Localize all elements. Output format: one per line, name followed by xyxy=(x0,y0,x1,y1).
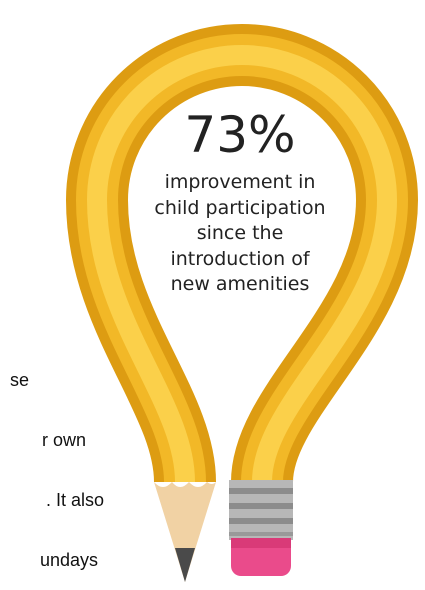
side-text: se xyxy=(10,370,29,390)
pencil-tip xyxy=(154,482,216,582)
stat-caption: improvement in xyxy=(165,171,316,193)
side-text: undays xyxy=(40,550,98,570)
side-text: . It also xyxy=(46,490,104,510)
stat-caption: introduction of xyxy=(170,248,310,270)
stat-caption: child participation xyxy=(154,197,325,219)
stat-caption: new amenities xyxy=(171,273,310,295)
side-text: r own xyxy=(42,430,86,450)
stat-value: 73% xyxy=(184,106,295,164)
pencil-loop xyxy=(65,24,419,485)
eraser xyxy=(229,480,293,576)
stat-caption: since the xyxy=(197,222,284,244)
